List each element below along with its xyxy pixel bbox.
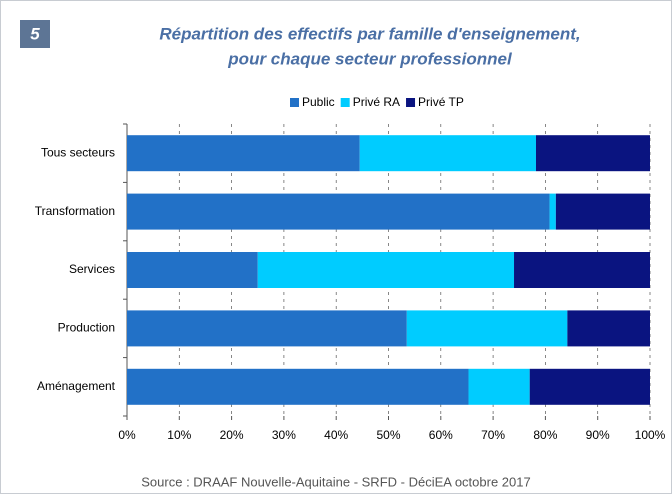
chart-title: pour chaque secteur professionnel <box>227 49 513 68</box>
bar-segment <box>555 193 650 230</box>
bar-segment <box>127 135 360 172</box>
legend-label: Privé TP <box>418 95 464 109</box>
bar-segment <box>529 368 650 405</box>
legend-label: Public <box>302 95 335 109</box>
x-tick-label: 80% <box>533 428 557 442</box>
bar-segment <box>359 135 536 172</box>
legend-swatch <box>406 98 416 107</box>
y-tick-label: Services <box>69 262 115 276</box>
x-tick-label: 90% <box>586 428 610 442</box>
bar-segment <box>535 135 650 172</box>
bar-segment <box>468 368 530 405</box>
badge: 5 <box>30 24 40 43</box>
bar-segment <box>127 310 407 347</box>
bar-segment <box>127 193 550 230</box>
bar-segment <box>514 252 650 288</box>
bar-segment <box>127 252 258 288</box>
bar-segment <box>127 368 469 405</box>
x-tick-label: 50% <box>376 428 400 442</box>
x-tick-label: 0% <box>118 428 136 442</box>
y-tick-label: Aménagement <box>37 379 116 393</box>
chart-title: Répartition des effectifs par famille d'… <box>159 24 580 43</box>
x-tick-label: 100% <box>635 428 666 442</box>
x-tick-label: 30% <box>272 428 296 442</box>
x-tick-label: 20% <box>220 428 244 442</box>
x-tick-label: 60% <box>429 428 453 442</box>
bar-segment <box>406 310 568 347</box>
bar-segment <box>257 252 515 288</box>
y-tick-label: Production <box>58 321 115 335</box>
source: Source : DRAAF Nouvelle-Aquitaine - SRFD… <box>141 474 530 489</box>
x-tick-label: 70% <box>481 428 505 442</box>
legend-label: Privé RA <box>353 95 400 109</box>
bar-segment <box>567 310 650 347</box>
y-tick-label: Tous secteurs <box>41 145 115 159</box>
badge-box <box>20 20 50 48</box>
y-tick-label: Transformation <box>35 204 115 218</box>
x-tick-label: 40% <box>324 428 348 442</box>
x-tick-label: 10% <box>167 428 191 442</box>
legend-swatch <box>290 98 299 107</box>
bar-segment <box>549 193 556 230</box>
legend-swatch <box>340 98 350 107</box>
